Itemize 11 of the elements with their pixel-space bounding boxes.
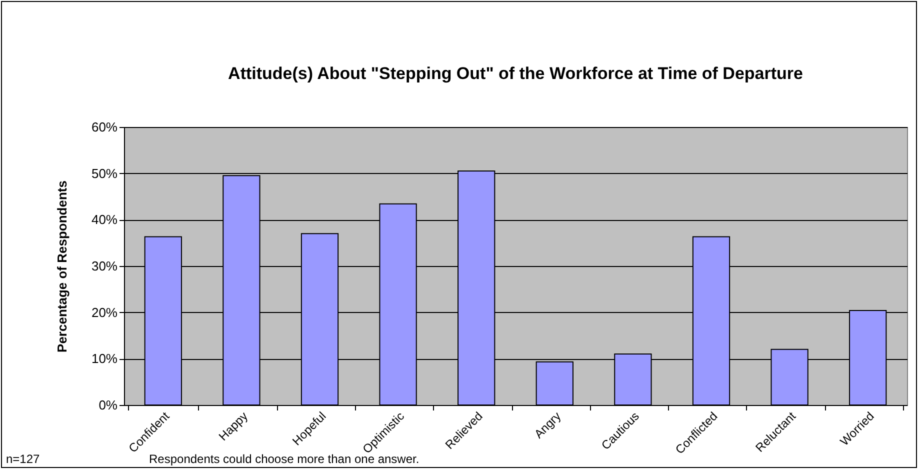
text: n=127 [6, 452, 40, 466]
y-tick-label: 50% [91, 166, 118, 181]
y-tick-label: 40% [91, 212, 118, 228]
y-tick-label: 0% [98, 398, 118, 412]
chart-title: Attitude(s) About "Stepping Out" of the Workforce at Time of Departure [228, 64, 803, 83]
text: Respondents could choose more than one answer. [149, 452, 420, 466]
y-tick-label: 60% [91, 120, 118, 134]
y-tick-label: 10% [91, 351, 118, 366]
y-tick-label: 30% [91, 258, 118, 274]
y-axis-title: Percentage of Respondents [54, 180, 70, 352]
y-tick-label: 20% [91, 304, 118, 320]
